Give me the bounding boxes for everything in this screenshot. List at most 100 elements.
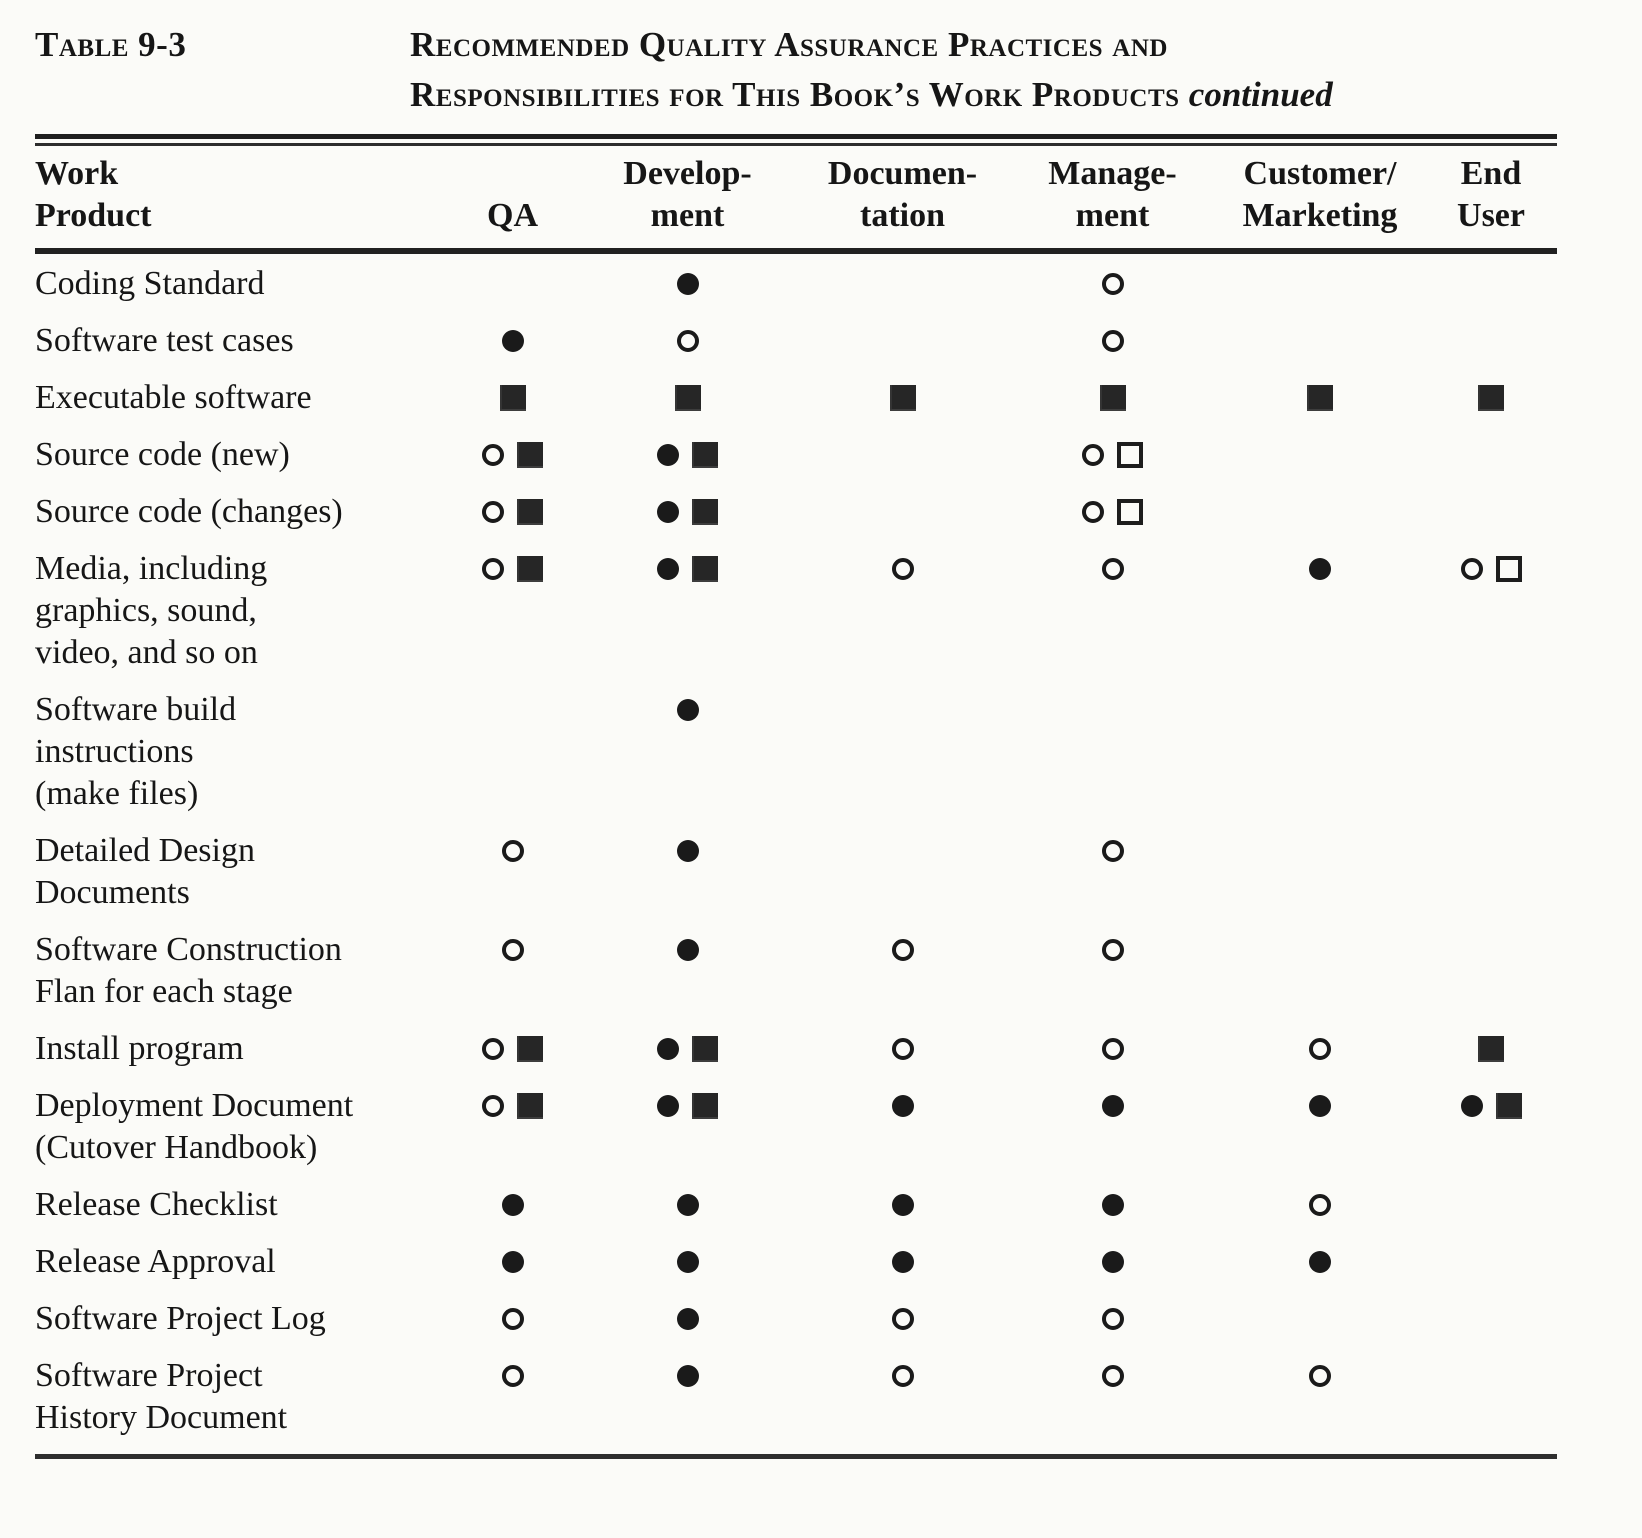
work-product-label-line: graphics, sound, [35,592,257,629]
open-circle-icon [1309,1365,1331,1387]
top-double-rule [35,134,1557,146]
filled-square-icon [692,556,718,582]
table-row: Detailed Design Documents [35,830,1557,914]
cell-end_user [1425,1028,1557,1070]
cell-end_user [1425,1355,1557,1397]
cell-documentation [795,548,1010,590]
filled-circle-icon [676,840,699,862]
cell-development [580,1241,795,1283]
table-row: Media, including graphics, sound, video, a… [35,548,1557,674]
work-product-label-line: (Cutover Handbook) [35,1129,318,1166]
filled-square-icon [517,442,543,468]
cell-customer_marketing [1215,1355,1425,1397]
cell-qa [445,929,580,971]
filled-circle-icon [657,1095,679,1117]
cell-documentation [795,320,1010,362]
column-header-line: End [1460,155,1522,192]
cell-end_user [1425,689,1557,731]
table-caption-title-line2: Responsibilities for This Book’s Work Pr… [410,75,1333,114]
open-circle-icon [1082,444,1104,466]
cell-customer_marketing [1215,434,1425,476]
cell-customer_marketing [1215,491,1425,533]
cell-development [580,1184,795,1226]
filled-square-icon [1478,385,1504,411]
open-circle-icon [1309,1038,1331,1060]
cell-development [580,1298,795,1340]
table-caption-title-line1: Recommended Quality Assurance Practices … [410,25,1168,64]
work-product-label: Coding Standard [35,263,445,305]
work-product-label-line: Documents [35,874,190,911]
cell-management [1010,548,1215,590]
open-circle-icon [891,1038,914,1060]
open-circle-icon [1101,558,1124,580]
filled-square-icon [1478,1036,1504,1062]
table-row: Release Checklist [35,1184,1557,1226]
cell-documentation [795,377,1010,419]
cell-development [580,377,795,419]
open-circle-icon [482,501,504,523]
cell-qa [445,830,580,872]
cell-end_user [1425,830,1557,872]
work-product-label-line: video, and so on [35,634,258,671]
cell-end_user [1425,491,1557,533]
column-header-development: Develop-ment [580,146,795,248]
filled-square-icon [1495,1093,1522,1119]
filled-circle-icon [1101,1095,1124,1117]
cell-customer_marketing [1215,929,1425,971]
filled-square-icon [517,1093,543,1119]
filled-circle-icon [1309,1095,1331,1117]
cell-development [580,689,795,731]
open-circle-icon [1082,501,1104,523]
cell-documentation [795,1298,1010,1340]
cell-qa [445,1355,580,1397]
filled-circle-icon [1309,1251,1331,1273]
cell-qa [445,263,580,305]
work-product-label: Software Project History Document [35,1355,445,1439]
cell-management [1010,491,1215,533]
cell-documentation [795,830,1010,872]
column-header-documentation: Documen-tation [795,146,1010,248]
cell-customer_marketing [1215,1028,1425,1070]
filled-circle-icon [891,1095,914,1117]
work-product-label: Software test cases [35,320,445,362]
open-circle-icon [891,1308,914,1330]
open-circle-icon [501,840,524,862]
column-header-line: Documen- [827,155,978,192]
cell-end_user [1425,263,1557,305]
cell-documentation [795,491,1010,533]
cell-documentation [795,1184,1010,1226]
table-row: Coding Standard [35,263,1557,305]
column-header-line: QA [487,197,538,234]
work-product-label-line: Source code (changes) [35,493,343,530]
cell-management [1010,1028,1215,1070]
work-product-label-line: History Document [35,1399,288,1436]
table-row: Executable software [35,377,1557,419]
cell-management [1010,1241,1215,1283]
work-product-label: Software build instructions (make files) [35,689,445,815]
filled-circle-icon [676,1251,699,1273]
cell-qa [445,1298,580,1340]
filled-square-icon [499,385,526,411]
cell-customer_marketing [1215,263,1425,305]
column-header-line [445,153,580,195]
column-header-line: tation [860,197,945,234]
cell-qa [445,377,580,419]
cell-customer_marketing [1215,1085,1425,1127]
open-circle-icon [1460,558,1483,580]
open-circle-icon [482,1095,504,1117]
table-caption-label: Table 9-3 [35,25,187,64]
filled-circle-icon [1460,1095,1483,1117]
cell-management [1010,377,1215,419]
filled-square-icon [1099,385,1126,411]
work-product-label: Source code (changes) [35,491,445,533]
work-product-label-line: Install program [35,1030,244,1067]
header-row: Work Product QA Develop-ment Documen-tation… [35,146,1557,248]
open-circle-icon [1101,1038,1124,1060]
cell-end_user [1425,320,1557,362]
cell-documentation [795,434,1010,476]
work-product-label-line: Software build [35,691,237,728]
filled-circle-icon [676,273,699,295]
open-circle-icon [891,939,914,961]
filled-circle-icon [1101,1194,1124,1216]
